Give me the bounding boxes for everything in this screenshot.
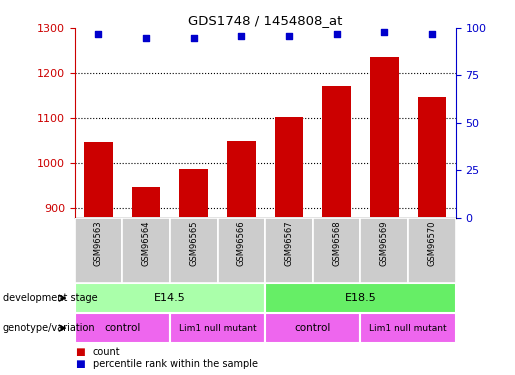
Bar	[227, 141, 255, 218]
Point	[142, 34, 150, 40]
Point	[94, 31, 102, 37]
Bar	[179, 169, 208, 217]
Text: control: control	[104, 323, 141, 333]
Bar	[132, 187, 160, 218]
Bar	[274, 117, 303, 218]
Point	[237, 33, 246, 39]
Text: GSM96570: GSM96570	[427, 221, 436, 266]
Bar	[170, 217, 217, 283]
Bar	[75, 283, 265, 313]
Bar	[370, 57, 399, 217]
Point	[380, 29, 388, 35]
Point	[428, 31, 436, 37]
Bar	[75, 217, 123, 283]
Bar	[322, 86, 351, 218]
Bar	[84, 142, 113, 218]
Bar	[418, 97, 446, 218]
Text: control: control	[295, 323, 331, 333]
Text: Lim1 null mutant: Lim1 null mutant	[179, 324, 256, 333]
Bar	[360, 217, 408, 283]
Text: development stage: development stage	[3, 293, 97, 303]
Text: genotype/variation: genotype/variation	[3, 323, 95, 333]
Bar	[265, 283, 456, 313]
Bar	[170, 313, 265, 343]
Text: E14.5: E14.5	[154, 293, 186, 303]
Text: ■: ■	[75, 347, 84, 357]
Text: percentile rank within the sample: percentile rank within the sample	[93, 359, 258, 369]
Text: GSM96566: GSM96566	[237, 221, 246, 266]
Text: E18.5: E18.5	[345, 293, 376, 303]
Text: GSM96567: GSM96567	[285, 221, 294, 266]
Text: GSM96563: GSM96563	[94, 221, 103, 266]
Title: GDS1748 / 1454808_at: GDS1748 / 1454808_at	[188, 14, 342, 27]
Bar	[75, 313, 170, 343]
Text: GSM96564: GSM96564	[142, 221, 150, 266]
Point	[190, 34, 198, 40]
Bar	[265, 313, 360, 343]
Bar	[265, 217, 313, 283]
Text: GSM96565: GSM96565	[190, 221, 198, 266]
Bar	[122, 217, 170, 283]
Point	[285, 33, 293, 39]
Bar	[360, 313, 456, 343]
Bar	[408, 217, 456, 283]
Text: GSM96568: GSM96568	[332, 221, 341, 266]
Text: ■: ■	[75, 359, 84, 369]
Text: Lim1 null mutant: Lim1 null mutant	[369, 324, 447, 333]
Text: GSM96569: GSM96569	[380, 221, 389, 266]
Bar	[217, 217, 265, 283]
Bar	[313, 217, 360, 283]
Text: count: count	[93, 347, 121, 357]
Point	[333, 31, 341, 37]
